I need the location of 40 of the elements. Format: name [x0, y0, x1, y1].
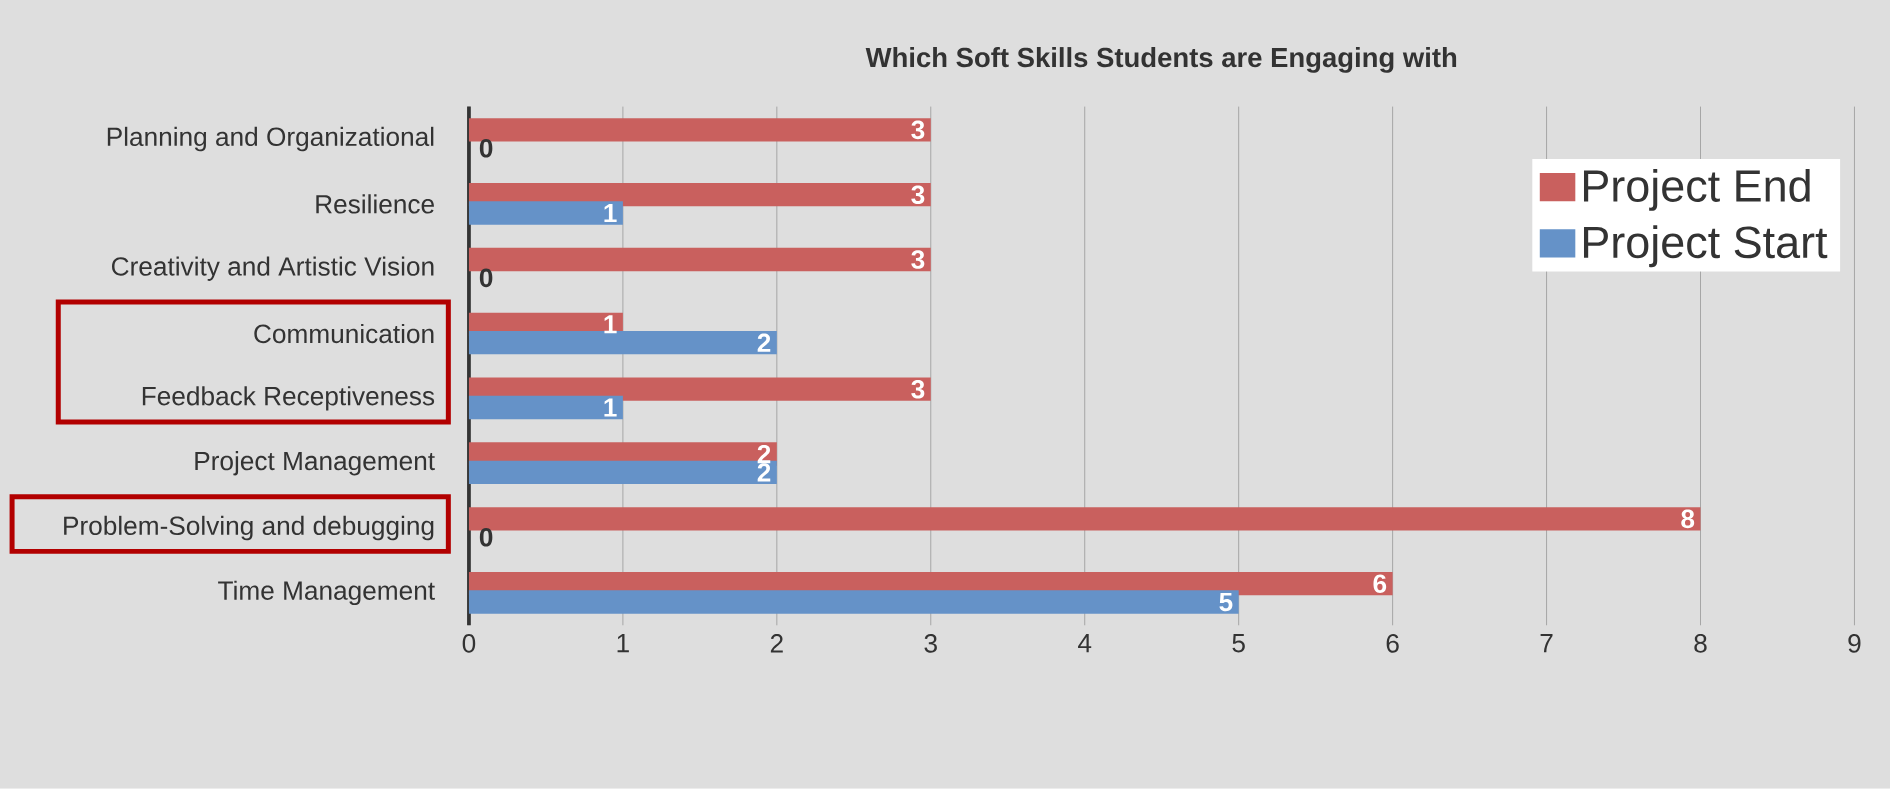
bar	[468, 396, 623, 420]
data-label: 3	[911, 380, 925, 399]
data-label: 8	[1681, 509, 1695, 529]
x-tick-label: 6	[1386, 634, 1399, 653]
x-tick-label: 9	[1848, 634, 1861, 653]
bar	[468, 590, 1239, 614]
bar	[468, 201, 623, 225]
data-label: 2	[757, 333, 771, 352]
data-label: 2	[757, 445, 771, 464]
data-label: 3	[911, 250, 925, 269]
legend-label: Project End	[1584, 169, 1810, 211]
y-tick-label: Problem-Solving and debugging	[64, 515, 434, 541]
x-tick-label: 3	[924, 634, 937, 653]
data-label: 1	[604, 204, 617, 223]
data-label: 1	[604, 398, 617, 417]
x-tick-label: 7	[1540, 634, 1553, 653]
data-label: 6	[1373, 574, 1387, 594]
legend-label: Project Start	[1584, 225, 1828, 268]
y-tick-label: Creativity and Artistic Vision	[112, 256, 434, 282]
data-label: 3	[911, 185, 925, 205]
data-label: 3	[911, 120, 925, 140]
x-tick-label: 4	[1078, 634, 1092, 653]
y-tick-label: Resilience	[316, 194, 434, 214]
x-tick-label: 0	[462, 634, 476, 653]
y-tick-label: Project Management	[195, 451, 435, 476]
x-tick-label: 8	[1694, 634, 1707, 653]
data-label: 0	[479, 139, 493, 158]
x-tick-label: 1	[617, 634, 629, 653]
x-tick-label: 5	[1232, 634, 1245, 653]
data-label: 2	[757, 463, 771, 482]
y-tick-label: Communication	[254, 324, 434, 344]
y-tick-label: Planning and Organizational	[107, 126, 434, 152]
y-tick-label: Feedback Receptiveness	[142, 386, 435, 411]
x-tick-label: 2	[770, 634, 783, 653]
data-label: 1	[604, 315, 617, 334]
y-tick-label: Time Management	[218, 580, 435, 606]
data-label: 5	[1219, 593, 1233, 612]
chart-title: Which Soft Skills Students are Engaging with	[865, 47, 1457, 73]
data-label: 0	[479, 268, 493, 288]
data-label: 0	[479, 528, 493, 547]
